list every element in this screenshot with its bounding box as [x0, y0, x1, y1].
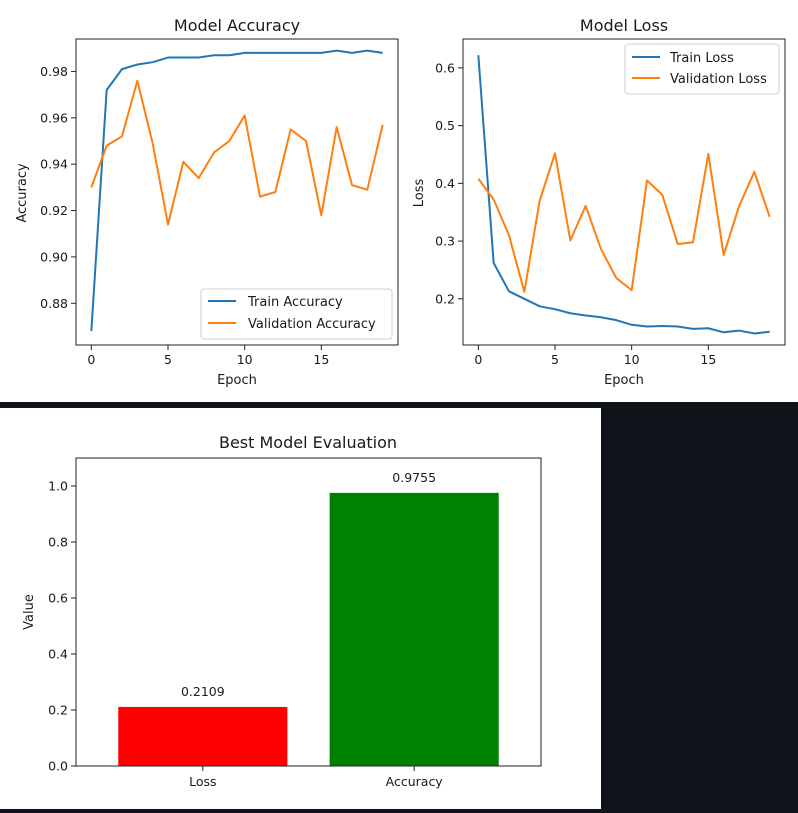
accuracy-axes-frame [75, 38, 399, 346]
bar-accuracy [329, 492, 499, 766]
accuracy-chart-title: Model Accuracy [174, 16, 300, 35]
loss-legend: Train Loss Validation Loss [624, 43, 780, 95]
y-tick-label: 0.0 [48, 759, 68, 774]
y-tick-label: 0.98 [40, 64, 68, 79]
y-tick-label: 0.94 [40, 157, 68, 172]
loss-y-axis-label: Loss [412, 179, 427, 208]
y-tick-label: 1.0 [48, 479, 68, 494]
x-tick-label: 10 [624, 352, 640, 367]
x-tick-label: 10 [237, 352, 253, 367]
legend-label-train-loss: Train Loss [669, 51, 734, 66]
series-line-train-accuracy [90, 49, 383, 332]
bar-value-label-loss: 0.2109 [181, 684, 225, 699]
y-tick-label: 0.3 [435, 234, 455, 249]
loss-axes-frame [462, 38, 786, 346]
y-tick-label: 0.8 [48, 535, 68, 550]
x-tick-label: 5 [551, 352, 559, 367]
accuracy-y-axis-label: Accuracy [15, 163, 30, 223]
accuracy-legend-box [200, 288, 393, 340]
x-tick-label-accuracy: Accuracy [386, 774, 444, 789]
loss-subplot: Model Loss Epoch Loss 0 5 10 15 0.2 0.3 0.4 0.5… [412, 16, 786, 388]
accuracy-ticks: 0 5 10 15 0.88 0.90 0.92 0.94 0.96 0.98 [40, 64, 329, 367]
series-line-train-loss [477, 55, 770, 335]
accuracy-legend: Train Accuracy Validation Accuracy [200, 288, 393, 340]
y-tick-label: 0.2 [48, 703, 68, 718]
y-tick-label: 0.90 [40, 249, 68, 264]
series-line-validation-loss [477, 152, 771, 293]
bar-loss [118, 706, 288, 766]
loss-x-axis-label: Epoch [604, 373, 644, 388]
x-tick-label: 0 [474, 352, 482, 367]
x-tick-label: 15 [700, 352, 716, 367]
loss-ticks: 0 5 10 15 0.2 0.3 0.4 0.5 0.6 [435, 60, 716, 367]
x-tick-label: 0 [87, 352, 95, 367]
top-figure-panel: Model Accuracy Epoch Accuracy 0 5 10 15 0.88… [0, 0, 798, 402]
evaluation-chart-title: Best Model Evaluation [219, 433, 397, 452]
accuracy-series [90, 49, 384, 332]
y-tick-label: 0.6 [435, 60, 455, 75]
x-tick-label: 15 [313, 352, 329, 367]
loss-series [477, 55, 771, 335]
accuracy-subplot: Model Accuracy Epoch Accuracy 0 5 10 15 0.88… [15, 16, 399, 388]
evaluation-ticks: 0.0 0.2 0.4 0.6 0.8 1.0 Loss Accuracy [48, 479, 443, 790]
y-tick-label: 0.92 [40, 203, 68, 218]
x-tick-label-loss: Loss [189, 774, 216, 789]
accuracy-x-axis-label: Epoch [217, 373, 257, 388]
legend-label-validation-loss: Validation Loss [670, 72, 767, 87]
loss-chart-title: Model Loss [580, 16, 668, 35]
y-tick-label: 0.6 [48, 591, 68, 606]
y-tick-label: 0.5 [435, 118, 455, 133]
legend-label-validation-accuracy: Validation Accuracy [248, 317, 376, 332]
bottom-figure-svg: Best Model Evaluation Value 0.0 0.2 0.4 0.6… [22, 433, 542, 790]
bottom-figure-panel: Best Model Evaluation Value 0.0 0.2 0.4 0.6… [0, 408, 601, 809]
top-figure-svg: Model Accuracy Epoch Accuracy 0 5 10 15 0.88… [15, 16, 786, 388]
y-tick-label: 0.2 [435, 291, 455, 306]
loss-legend-box [624, 43, 780, 95]
evaluation-axes-frame [75, 457, 542, 767]
evaluation-y-axis-label: Value [22, 594, 37, 630]
series-line-validation-accuracy [90, 79, 384, 226]
legend-label-train-accuracy: Train Accuracy [247, 295, 343, 310]
y-tick-label: 0.4 [48, 647, 68, 662]
y-tick-label: 0.88 [40, 296, 68, 311]
y-tick-label: 0.4 [435, 176, 455, 191]
x-tick-label: 5 [164, 352, 172, 367]
evaluation-bars: 0.2109 0.9755 [118, 470, 499, 766]
y-tick-label: 0.96 [40, 110, 68, 125]
bar-value-label-accuracy: 0.9755 [392, 470, 436, 485]
